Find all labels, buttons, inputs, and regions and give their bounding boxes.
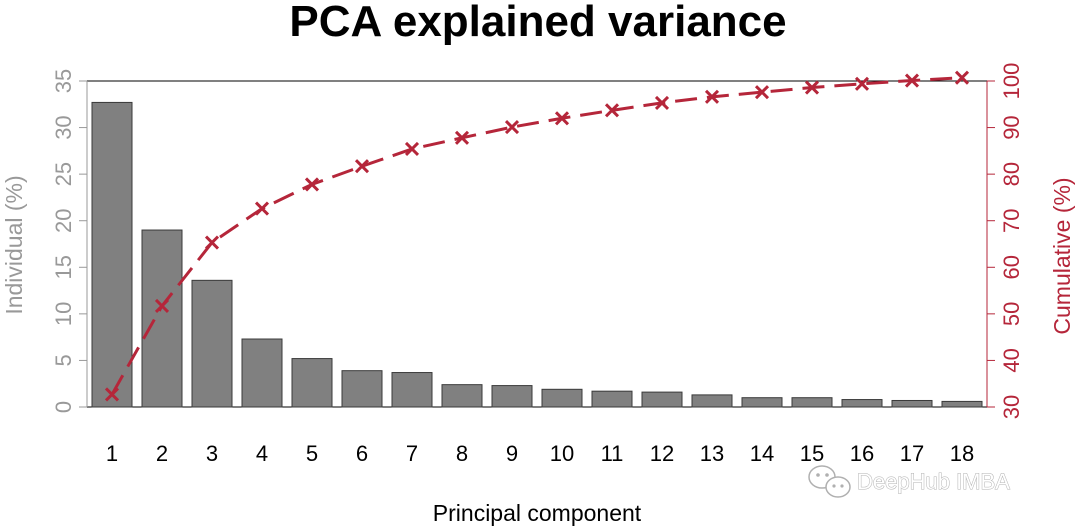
bar — [241, 338, 283, 408]
x-tick-label: 10 — [550, 441, 574, 466]
left-tick-label: 30 — [51, 115, 76, 139]
bar-series — [91, 101, 983, 408]
bar — [291, 358, 333, 408]
cumulative-point — [704, 89, 720, 104]
cumulative-series — [104, 70, 970, 402]
x-tick-label: 13 — [700, 441, 724, 466]
cumulative-point — [204, 235, 220, 250]
x-tick-label: 5 — [306, 441, 318, 466]
cumulative-point — [354, 159, 370, 174]
x-tick-label: 1 — [106, 441, 118, 466]
x-tick-label: 2 — [156, 441, 168, 466]
bar — [791, 397, 833, 408]
right-tick-label: 50 — [999, 302, 1024, 326]
cumulative-point — [904, 73, 920, 88]
x-tick-label: 3 — [206, 441, 218, 466]
left-tick-label: 15 — [51, 255, 76, 279]
bar — [641, 391, 683, 408]
right-tick-label: 60 — [999, 255, 1024, 279]
x-tick-label: 12 — [650, 441, 674, 466]
cumulative-point — [504, 120, 520, 135]
left-tick-label: 35 — [51, 69, 76, 93]
right-tick-label: 40 — [999, 348, 1024, 372]
x-tick-label: 6 — [356, 441, 368, 466]
cumulative-point — [154, 298, 170, 314]
right-tick-label: 80 — [999, 162, 1024, 186]
bar — [141, 229, 183, 408]
cumulative-point — [554, 111, 570, 126]
bar — [541, 388, 583, 408]
left-tick-label: 20 — [51, 208, 76, 232]
bar — [691, 394, 733, 408]
watermark: DeepHub IMBA — [808, 465, 1011, 498]
x-tick-label: 15 — [800, 441, 824, 466]
watermark-text: DeepHub IMBA — [857, 469, 1010, 494]
x-tick-label: 18 — [950, 441, 974, 466]
chart-title: PCA explained variance — [289, 0, 786, 46]
left-axis-label: Individual (%) — [1, 175, 27, 314]
left-tick-label: 5 — [51, 354, 76, 366]
bar — [941, 400, 983, 408]
x-axis-label: Principal component — [433, 500, 642, 526]
cumulative-line — [110, 76, 963, 396]
bar — [441, 384, 483, 408]
x-tick-label: 14 — [750, 441, 774, 466]
left-tick-label: 10 — [51, 302, 76, 326]
wechat-icon — [808, 465, 851, 498]
right-tick-label: 70 — [999, 208, 1024, 232]
cumulative-point — [654, 95, 670, 110]
right-tick-label: 100 — [999, 63, 1024, 100]
bar — [841, 399, 883, 408]
right-axis-label: Cumulative (%) — [1049, 177, 1075, 334]
bar — [741, 397, 783, 408]
cumulative-point — [304, 177, 320, 192]
left-tick-label: 0 — [51, 401, 76, 413]
x-tick-label: 8 — [456, 441, 468, 466]
cumulative-point — [804, 80, 820, 95]
bar — [341, 370, 383, 408]
bar — [191, 279, 233, 408]
right-tick-label: 90 — [999, 115, 1024, 139]
x-tick-label: 16 — [850, 441, 874, 466]
cumulative-point — [604, 103, 620, 118]
x-tick-label: 7 — [406, 441, 418, 466]
cumulative-point — [404, 141, 420, 157]
right-tick-label: 30 — [999, 395, 1024, 419]
bar — [491, 385, 533, 408]
bar — [891, 399, 933, 408]
left-axis: 0 5 10 15 20 25 30 35 — [51, 69, 88, 413]
x-tick-label: 17 — [900, 441, 924, 466]
right-axis: 30 40 50 60 70 80 90 100 — [986, 63, 1024, 419]
x-tick-label: 4 — [256, 441, 268, 466]
bar — [591, 390, 633, 408]
x-tick-label: 9 — [506, 441, 518, 466]
cumulative-point — [854, 76, 870, 91]
cumulative-point — [254, 201, 270, 216]
x-axis: 1 2 3 4 5 6 7 8 9 10 11 12 13 14 15 16 17 18 — [106, 441, 974, 466]
cumulative-point — [954, 70, 970, 85]
bar — [391, 372, 433, 408]
cumulative-point — [754, 85, 770, 100]
cumulative-point — [104, 387, 120, 402]
left-tick-label: 25 — [51, 162, 76, 186]
cumulative-point — [454, 130, 470, 145]
x-tick-label: 11 — [601, 441, 624, 466]
bar — [91, 101, 133, 408]
